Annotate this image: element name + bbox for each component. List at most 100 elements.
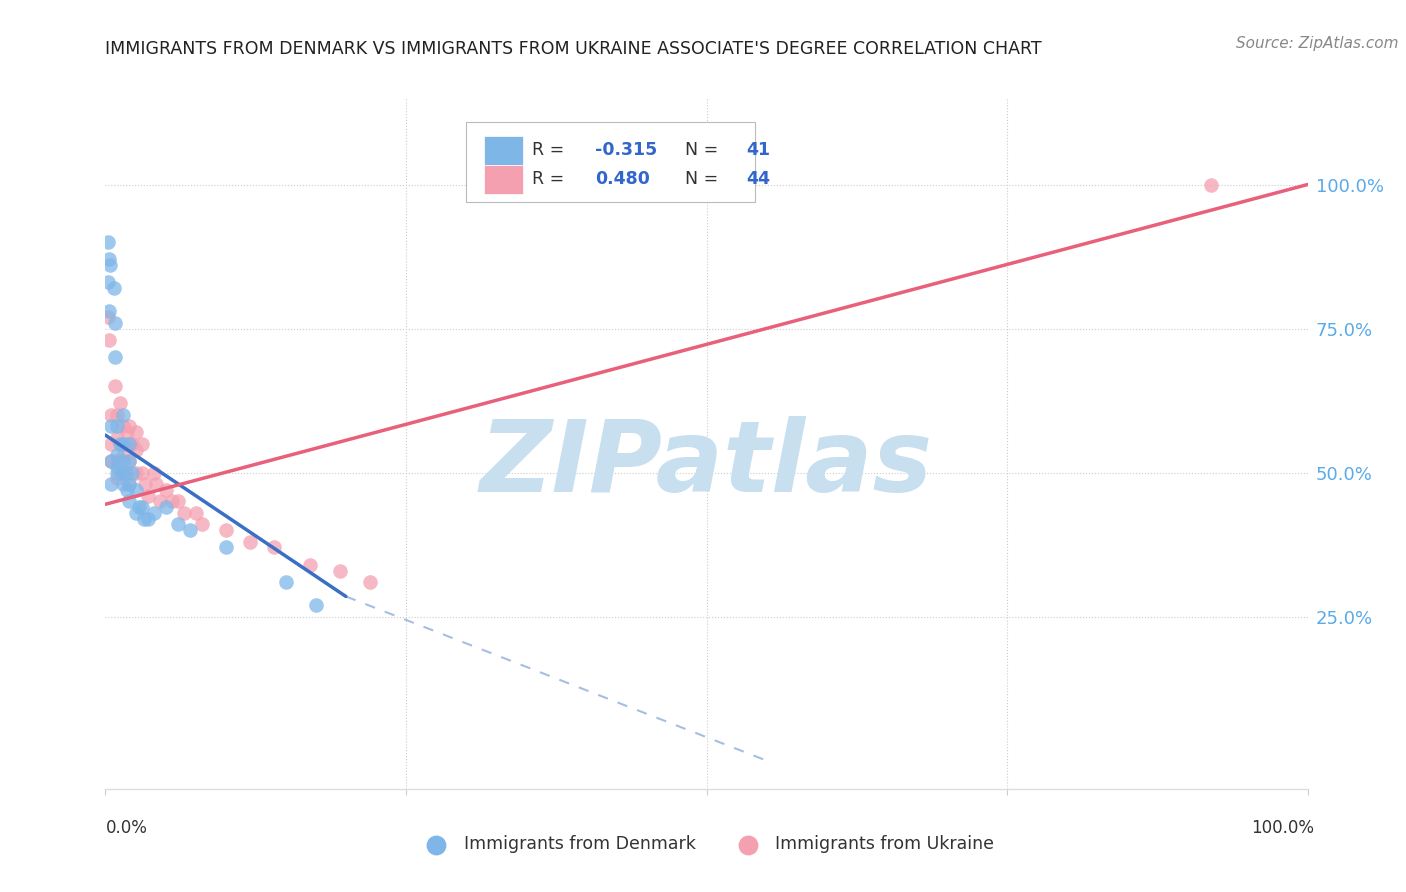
Point bbox=[132, 511, 155, 525]
Point bbox=[148, 494, 170, 508]
Point bbox=[107, 448, 129, 462]
Point bbox=[112, 437, 135, 451]
FancyBboxPatch shape bbox=[484, 136, 523, 165]
Point bbox=[160, 494, 183, 508]
Point bbox=[136, 511, 159, 525]
Point bbox=[155, 500, 177, 515]
Point bbox=[190, 517, 212, 532]
Point bbox=[124, 483, 146, 497]
Point bbox=[100, 419, 122, 434]
Point bbox=[100, 477, 122, 491]
Point bbox=[131, 466, 153, 480]
Point bbox=[107, 466, 129, 480]
Point bbox=[124, 425, 146, 440]
Point bbox=[107, 454, 129, 468]
FancyBboxPatch shape bbox=[465, 122, 755, 202]
Text: N =: N = bbox=[673, 170, 724, 188]
Point bbox=[179, 523, 201, 537]
Point bbox=[128, 500, 150, 515]
Text: ZIPatlas: ZIPatlas bbox=[479, 416, 934, 513]
Point bbox=[112, 454, 135, 468]
Point bbox=[305, 598, 328, 612]
Point bbox=[100, 454, 122, 468]
Point bbox=[100, 454, 122, 468]
Point bbox=[107, 431, 129, 445]
Point bbox=[104, 316, 127, 330]
Point bbox=[124, 466, 146, 480]
Point bbox=[112, 437, 135, 451]
Point bbox=[115, 466, 138, 480]
Point bbox=[97, 310, 120, 324]
Point bbox=[104, 351, 127, 365]
Point bbox=[124, 442, 146, 457]
Point bbox=[1201, 178, 1223, 192]
Point bbox=[107, 419, 129, 434]
Text: 100.0%: 100.0% bbox=[1251, 819, 1315, 837]
Point bbox=[131, 500, 153, 515]
Point bbox=[103, 281, 125, 295]
Point bbox=[100, 408, 122, 422]
Point bbox=[118, 419, 141, 434]
Point bbox=[118, 477, 141, 491]
Point bbox=[98, 258, 121, 272]
Point bbox=[359, 575, 381, 590]
Point bbox=[107, 408, 129, 422]
Point bbox=[108, 396, 131, 410]
Point bbox=[118, 437, 141, 451]
Point bbox=[97, 276, 120, 290]
Point bbox=[124, 506, 146, 520]
Point bbox=[112, 466, 135, 480]
Text: 0.0%: 0.0% bbox=[105, 819, 148, 837]
Point bbox=[329, 564, 352, 578]
Point bbox=[110, 466, 132, 480]
Point bbox=[112, 477, 135, 491]
Point bbox=[134, 477, 156, 491]
Point bbox=[131, 437, 153, 451]
Point bbox=[263, 541, 285, 555]
Point bbox=[115, 425, 138, 440]
Point bbox=[136, 489, 159, 503]
Text: 41: 41 bbox=[747, 141, 770, 159]
Legend: Immigrants from Denmark, Immigrants from Ukraine: Immigrants from Denmark, Immigrants from… bbox=[412, 829, 1001, 860]
Point bbox=[184, 506, 207, 520]
Point bbox=[145, 477, 167, 491]
Point bbox=[214, 523, 236, 537]
Point bbox=[214, 541, 236, 555]
Point bbox=[118, 454, 141, 468]
Point bbox=[115, 483, 138, 497]
Point bbox=[298, 558, 321, 572]
Point bbox=[166, 517, 188, 532]
Point bbox=[97, 235, 120, 249]
Text: Source: ZipAtlas.com: Source: ZipAtlas.com bbox=[1236, 36, 1399, 51]
Point bbox=[112, 419, 135, 434]
Point bbox=[142, 506, 165, 520]
Text: IMMIGRANTS FROM DENMARK VS IMMIGRANTS FROM UKRAINE ASSOCIATE'S DEGREE CORRELATIO: IMMIGRANTS FROM DENMARK VS IMMIGRANTS FR… bbox=[105, 40, 1042, 58]
Point bbox=[98, 333, 121, 347]
Point bbox=[118, 494, 141, 508]
Point bbox=[112, 448, 135, 462]
Point bbox=[107, 471, 129, 485]
FancyBboxPatch shape bbox=[484, 165, 523, 194]
Point bbox=[274, 575, 297, 590]
Point bbox=[239, 534, 262, 549]
Point bbox=[108, 437, 131, 451]
Point bbox=[98, 304, 121, 318]
Text: R =: R = bbox=[533, 141, 569, 159]
Point bbox=[107, 459, 129, 474]
Point bbox=[118, 437, 141, 451]
Text: 44: 44 bbox=[747, 170, 770, 188]
Point bbox=[121, 466, 143, 480]
Point bbox=[112, 408, 135, 422]
Text: 0.480: 0.480 bbox=[595, 170, 650, 188]
Point bbox=[118, 454, 141, 468]
Point bbox=[121, 437, 143, 451]
Point bbox=[142, 466, 165, 480]
Point bbox=[98, 252, 121, 267]
Text: N =: N = bbox=[673, 141, 724, 159]
Point bbox=[118, 477, 141, 491]
Point bbox=[100, 437, 122, 451]
Text: -0.315: -0.315 bbox=[595, 141, 657, 159]
Point bbox=[166, 494, 188, 508]
Point bbox=[104, 379, 127, 393]
Text: R =: R = bbox=[533, 170, 569, 188]
